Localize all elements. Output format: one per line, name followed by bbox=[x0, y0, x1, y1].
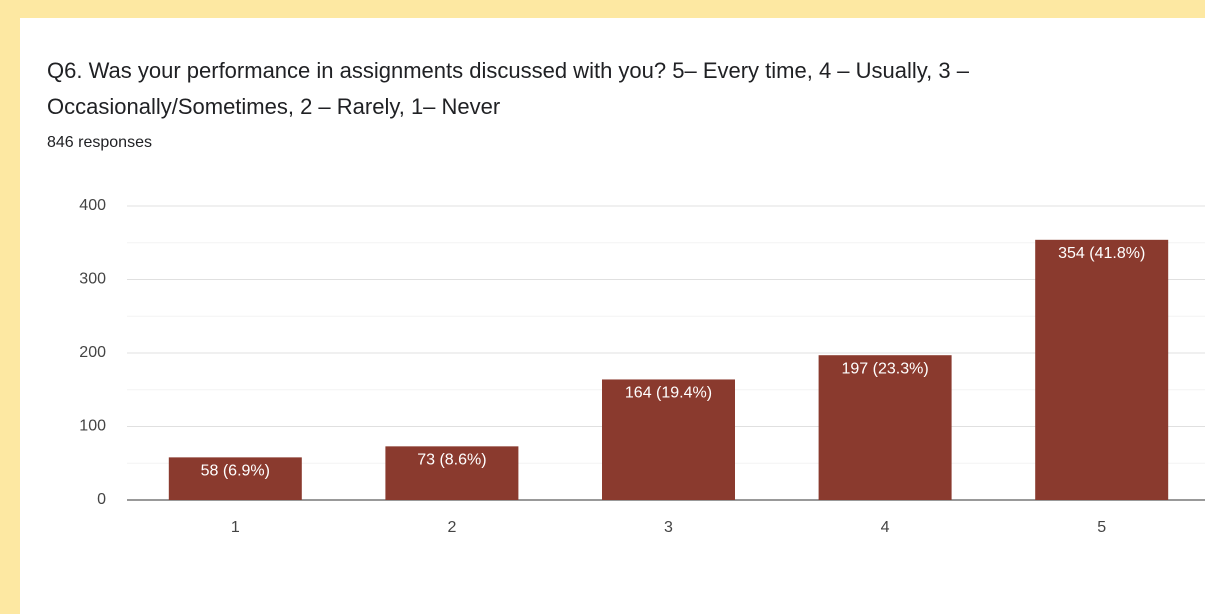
data-label: 354 (41.8%) bbox=[1058, 245, 1145, 262]
bar bbox=[602, 379, 735, 500]
y-tick-label: 0 bbox=[97, 491, 106, 508]
bar bbox=[168, 457, 302, 500]
chart-title: Q6. Was your performance in assignments … bbox=[47, 58, 970, 83]
data-label: 197 (23.3%) bbox=[842, 360, 929, 377]
bar bbox=[385, 446, 519, 500]
y-tick-label: 300 bbox=[79, 271, 106, 288]
x-tick-label: 1 bbox=[231, 519, 240, 536]
y-tick-label: 400 bbox=[79, 197, 106, 214]
data-label: 73 (8.6%) bbox=[417, 452, 486, 469]
data-label: 164 (19.4%) bbox=[625, 385, 712, 402]
chart-subtitle: 846 responses bbox=[47, 134, 152, 151]
bar bbox=[1035, 239, 1169, 500]
bar bbox=[818, 355, 952, 500]
y-tick-label: 200 bbox=[79, 344, 106, 361]
chart-title: Occasionally/Sometimes, 2 – Rarely, 1– N… bbox=[47, 94, 500, 119]
x-tick-label: 2 bbox=[447, 519, 456, 536]
x-tick-label: 4 bbox=[881, 519, 890, 536]
x-tick-label: 3 bbox=[664, 519, 673, 536]
x-tick-label: 5 bbox=[1097, 519, 1106, 536]
data-label: 58 (6.9%) bbox=[201, 463, 270, 480]
y-tick-label: 100 bbox=[79, 418, 106, 435]
